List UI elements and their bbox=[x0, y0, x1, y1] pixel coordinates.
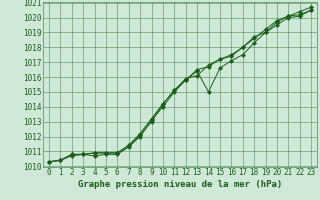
X-axis label: Graphe pression niveau de la mer (hPa): Graphe pression niveau de la mer (hPa) bbox=[78, 180, 282, 189]
